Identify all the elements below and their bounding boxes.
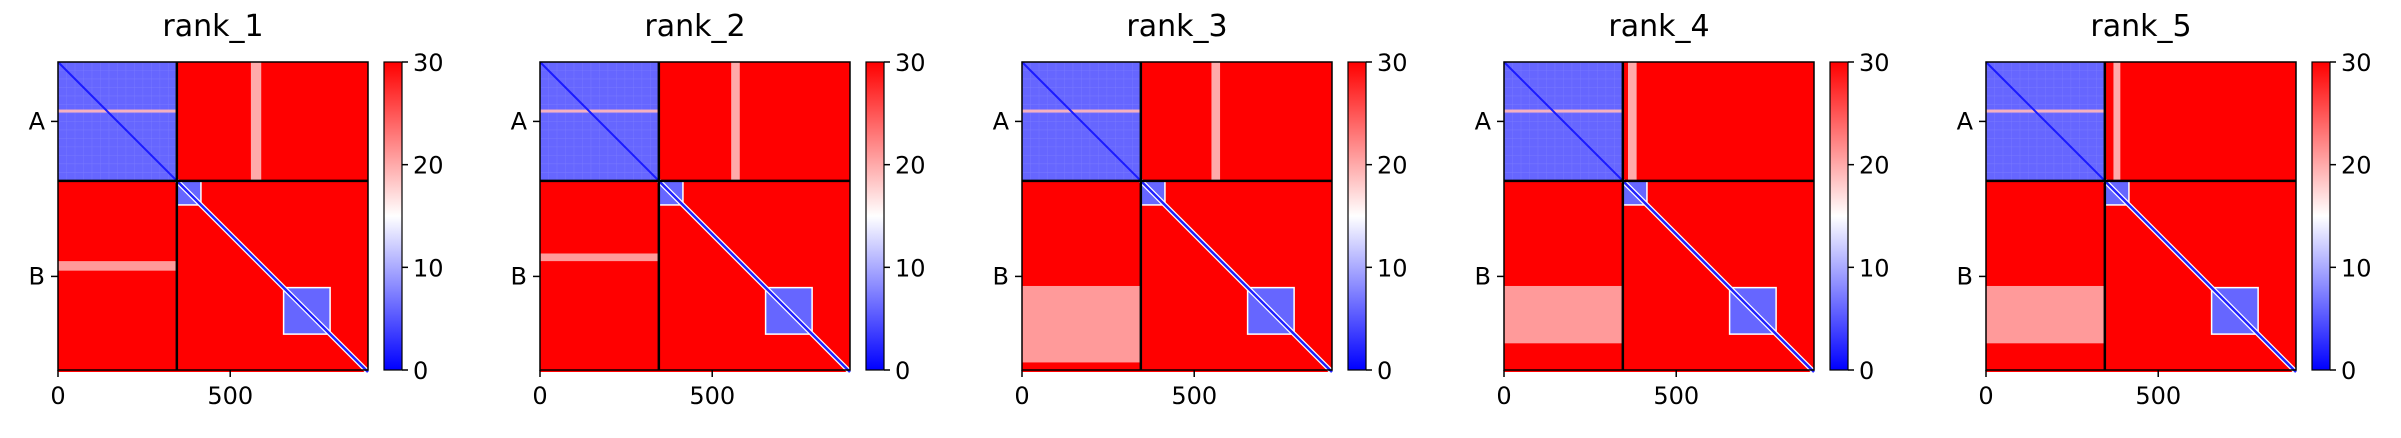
colorbar: 0 10 20 30 — [866, 49, 926, 385]
block-a-band — [540, 110, 659, 113]
x-tick-label: 0 — [1978, 382, 1993, 410]
colorbar-tick-label: 0 — [2341, 357, 2356, 385]
colorbar-gradient — [2312, 62, 2330, 370]
colorbar: 0 10 20 30 — [1830, 49, 1890, 385]
y-tick-label: A — [29, 107, 46, 135]
panel-title: rank_4 — [1608, 9, 1709, 44]
stripe-ab — [1211, 62, 1220, 181]
colorbar-tick-label: 30 — [1859, 49, 1890, 77]
panel-title: rank_2 — [644, 9, 745, 44]
colorbar-tick-label: 0 — [1859, 357, 1874, 385]
x-tick-label: 0 — [532, 382, 547, 410]
y-tick-label: A — [1957, 107, 1974, 135]
y-tick-label: A — [1475, 107, 1492, 135]
colorbar-tick-label: 20 — [1859, 152, 1890, 180]
colorbar-tick-label: 10 — [895, 254, 926, 282]
colorbar-tick-label: 10 — [2341, 254, 2372, 282]
colorbar-tick-label: 30 — [895, 49, 926, 77]
colorbar-tick-label: 0 — [895, 357, 910, 385]
stripe-ba — [1504, 286, 1623, 343]
colorbar-gradient — [866, 62, 884, 370]
x-tick-label: 500 — [1653, 382, 1699, 410]
x-tick-label: 0 — [1014, 382, 1029, 410]
pae-panel-2: rank_2 0 500 A B 0 10 20 30 — [511, 9, 926, 410]
colorbar-gradient — [384, 62, 402, 370]
x-tick-label: 0 — [50, 382, 65, 410]
stripe-ab — [2113, 62, 2120, 181]
colorbar-gradient — [1830, 62, 1848, 370]
x-tick-label: 500 — [689, 382, 735, 410]
y-tick-label: B — [511, 262, 527, 290]
colorbar-tick-label: 30 — [2341, 49, 2372, 77]
x-tick-label: 500 — [1171, 382, 1217, 410]
y-tick-label: B — [29, 262, 45, 290]
block-a-band — [1504, 110, 1623, 113]
x-tick-label: 500 — [207, 382, 253, 410]
y-tick-label: B — [993, 262, 1009, 290]
colorbar-tick-label: 30 — [1377, 49, 1408, 77]
colorbar-tick-label: 10 — [1859, 254, 1890, 282]
pae-panel-3: rank_3 0 500 A B 0 10 20 30 — [993, 9, 1408, 410]
heatmap — [540, 62, 850, 372]
stripe-ba — [1986, 286, 2105, 343]
y-tick-label: A — [511, 107, 528, 135]
heatmap — [1504, 62, 1814, 372]
heatmap — [1022, 62, 1332, 372]
pae-panel-1: rank_1 0 500 A B 0 10 20 30 — [29, 9, 444, 410]
colorbar: 0 10 20 30 — [2312, 49, 2372, 385]
stripe-ab — [731, 62, 740, 181]
heatmap — [1986, 62, 2296, 372]
colorbar-tick-label: 20 — [1377, 152, 1408, 180]
y-tick-label: A — [993, 107, 1010, 135]
colorbar-tick-label: 20 — [2341, 152, 2372, 180]
stripe-ab — [251, 62, 261, 181]
y-tick-label: B — [1475, 262, 1491, 290]
panel-title: rank_1 — [162, 9, 263, 44]
block-a-band — [58, 110, 177, 113]
colorbar-tick-label: 0 — [1377, 357, 1392, 385]
y-tick-label: B — [1957, 262, 1973, 290]
colorbar-tick-label: 20 — [413, 152, 444, 180]
block-a-band — [1986, 110, 2105, 113]
pae-panel-5: rank_5 0 500 A B 0 10 20 30 — [1957, 9, 2372, 410]
panel-title: rank_3 — [1126, 9, 1227, 44]
colorbar: 0 10 20 30 — [384, 49, 444, 385]
stripe-ba — [1022, 286, 1141, 362]
x-tick-label: 0 — [1496, 382, 1511, 410]
block-a-band — [1022, 110, 1141, 113]
colorbar-tick-label: 0 — [413, 357, 428, 385]
colorbar-tick-label: 10 — [1377, 254, 1408, 282]
colorbar: 0 10 20 30 — [1348, 49, 1408, 385]
stripe-ba — [58, 261, 177, 271]
pae-panel-4: rank_4 0 500 A B 0 10 20 30 — [1475, 9, 1890, 410]
colorbar-gradient — [1348, 62, 1366, 370]
heatmap — [58, 62, 368, 372]
stripe-ab — [1628, 62, 1637, 181]
panel-title: rank_5 — [2090, 9, 2191, 44]
colorbar-tick-label: 20 — [895, 152, 926, 180]
colorbar-tick-label: 30 — [413, 49, 444, 77]
x-tick-label: 500 — [2135, 382, 2181, 410]
colorbar-tick-label: 10 — [413, 254, 444, 282]
stripe-ba — [540, 253, 659, 261]
